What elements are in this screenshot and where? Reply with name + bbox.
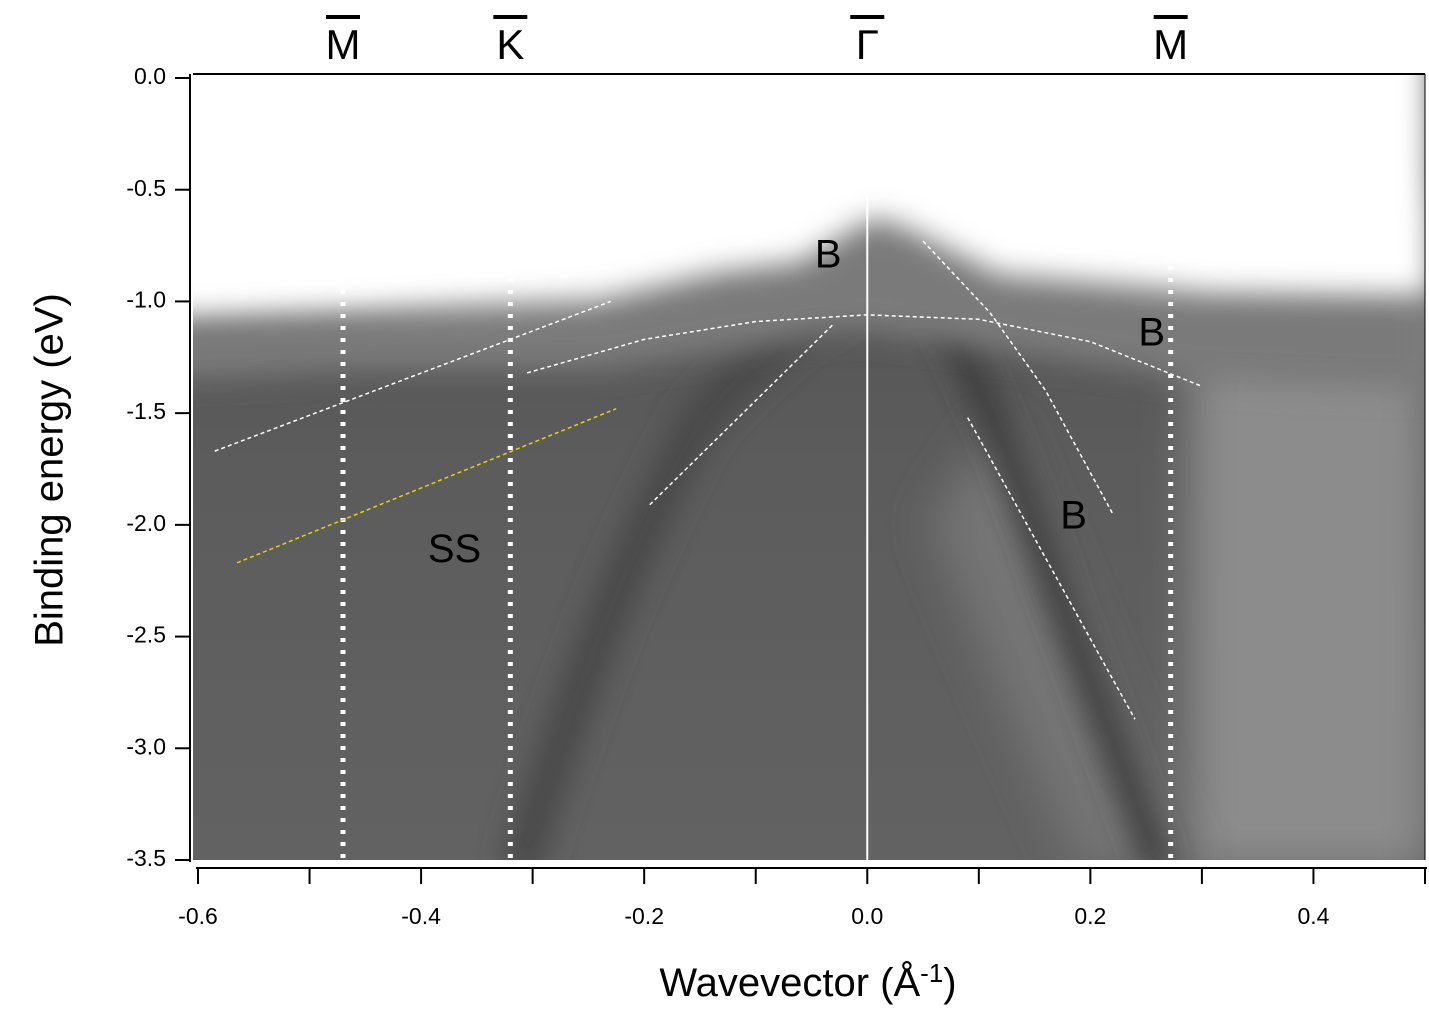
guide-line [526,314,1203,388]
y-tick-label: -2.0 [126,510,166,536]
annotation: B [815,232,842,276]
y-tick-label: -2.5 [126,622,166,648]
annotation: B [1060,494,1087,538]
y-tick-label: -1.5 [126,398,166,424]
symmetry-label: K [496,21,524,68]
symmetry-label: Γ [856,21,879,68]
x-tick-label: -0.2 [624,903,664,929]
guide-line [967,417,1136,720]
y-tick-label: -3.5 [126,845,166,871]
y-tick-label: -1.0 [126,287,166,313]
x-tick-label: -0.6 [178,903,218,929]
x-title-sup: -1 [920,958,943,988]
x-tick-label: 0.4 [1297,903,1329,929]
y-tick-label: -0.5 [126,175,166,201]
x-tick-label: 0.0 [851,903,883,929]
guide-line [649,323,835,506]
annotation: SS [428,527,481,571]
x-title-main: Wavevector (Å [659,960,920,1005]
y-tick-label: 0.0 [134,63,166,89]
x-axis-title: Wavevector (Å-1) [659,958,956,1005]
symmetry-label: M [326,21,361,68]
symmetry-label: M [1153,21,1188,68]
x-tick-label: 0.2 [1074,903,1106,929]
x-title-end: ) [943,961,956,1005]
intensity-map [193,74,1425,860]
y-axis-title: Binding energy (eV) [28,293,72,647]
x-tick-label: -0.4 [401,903,441,929]
guide-line [236,407,617,564]
guide-line [214,300,611,452]
annotation: B [1138,311,1165,355]
y-tick-label: -3.0 [126,733,166,759]
